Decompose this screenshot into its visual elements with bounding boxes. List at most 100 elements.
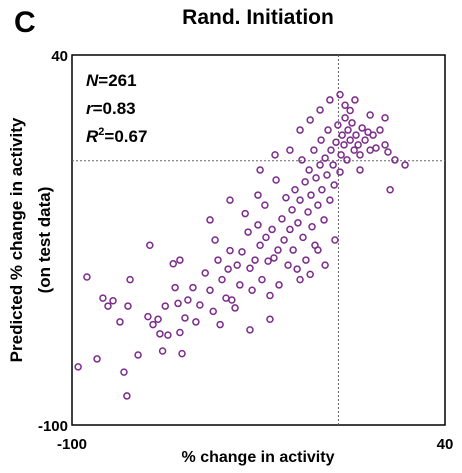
scatter-point [310, 146, 318, 154]
annotation-symbol: r [86, 99, 94, 118]
scatter-point [241, 209, 249, 218]
scatter-point [334, 121, 342, 129]
scatter-point [271, 151, 279, 159]
annotation: r=0.83 [86, 99, 136, 118]
scatter-point [401, 161, 409, 169]
scatter-point [286, 225, 294, 234]
scatter-point [216, 320, 224, 329]
scatter-point [324, 126, 332, 134]
y-tick-label: 40 [51, 48, 68, 65]
scatter-point [126, 275, 134, 284]
scatter-point [211, 236, 219, 244]
scatter-point [299, 233, 307, 242]
scatter-point [344, 126, 352, 134]
scatter-point [256, 166, 264, 174]
scatter-point [238, 248, 246, 256]
scatter-point [296, 275, 304, 284]
scatter-point [293, 265, 301, 273]
scatter-point [261, 201, 269, 209]
scatter-point [156, 330, 164, 338]
scatter-point [320, 216, 328, 224]
panel-label: C [14, 6, 36, 39]
x-tick-label: 40 [437, 436, 454, 453]
scatter-point [109, 297, 117, 305]
scatter-point [369, 131, 377, 139]
plot-frame [71, 54, 446, 426]
scatter-point [340, 141, 348, 149]
annotation-symbol: R [86, 127, 99, 146]
scatter-point [226, 246, 234, 255]
scatter-point [99, 294, 107, 302]
scatter-point [248, 286, 256, 294]
scatter-point [296, 126, 304, 134]
scatter-point [266, 315, 274, 324]
scatter-point [174, 299, 182, 308]
scatter-point [169, 260, 177, 268]
scatter-point [83, 273, 91, 281]
scatter-point [218, 275, 226, 284]
scatter-point [286, 146, 294, 154]
scatter-point [326, 196, 334, 204]
scatter-point [294, 219, 302, 227]
scatter-point [307, 191, 315, 199]
annotation-symbol: N [86, 71, 99, 90]
scatter-point [350, 146, 358, 154]
scatter-point [154, 315, 162, 324]
scatter-point [224, 265, 232, 273]
scatter-point [346, 106, 354, 115]
scatter-point [228, 296, 236, 304]
annotation: N=261 [86, 71, 137, 90]
scatter-point [270, 254, 278, 262]
scatter-point [272, 176, 280, 184]
scatter-point [266, 291, 274, 300]
scatter-point [246, 326, 254, 334]
scatter-point [264, 257, 272, 265]
scatter-point [391, 156, 399, 164]
scatter-point [318, 186, 326, 194]
scatter-point [222, 294, 230, 302]
scatter-point [321, 261, 329, 269]
scatter-point [296, 196, 304, 204]
scatter-point [366, 146, 374, 154]
scatter-point [346, 136, 354, 144]
scatter-point [301, 178, 309, 186]
scatter-point [226, 196, 234, 204]
scatter-point [329, 161, 337, 169]
scatter-point [214, 256, 222, 264]
scatter-point [206, 216, 214, 224]
scatter-point [282, 193, 290, 202]
scatter-point [196, 301, 204, 309]
scatter-point [171, 283, 179, 292]
scatter-point [251, 256, 259, 264]
scatter-point [289, 246, 297, 254]
scatter-point [284, 261, 292, 269]
scatter-point [134, 351, 142, 359]
y-axis-label: (on test data) [35, 187, 54, 294]
scatter-point [146, 241, 154, 250]
scatter-point [351, 96, 359, 104]
scatter-point [341, 101, 349, 109]
scatter-point [254, 221, 262, 229]
scatter-point [338, 131, 346, 139]
scatter-point [161, 302, 169, 310]
y-axis-label: Predicted % change in activity [7, 117, 26, 362]
scatter-point [386, 186, 394, 194]
scatter-point [246, 264, 254, 273]
scatter-point [93, 355, 101, 363]
scatter-point [291, 186, 299, 194]
scatter-point [306, 270, 314, 279]
scatter-point [262, 233, 270, 242]
scatter-point [258, 275, 266, 284]
scatter-point [332, 138, 340, 146]
annotation-value: =261 [98, 71, 136, 90]
annotation-superscript: 2 [98, 126, 104, 138]
scatter-point [181, 314, 189, 322]
scatter-point [317, 136, 325, 144]
scatter-point [209, 307, 217, 316]
scatter-point [381, 141, 389, 149]
scatter-point [314, 246, 322, 254]
scatter-point [337, 151, 345, 159]
scatter-point [278, 215, 286, 223]
